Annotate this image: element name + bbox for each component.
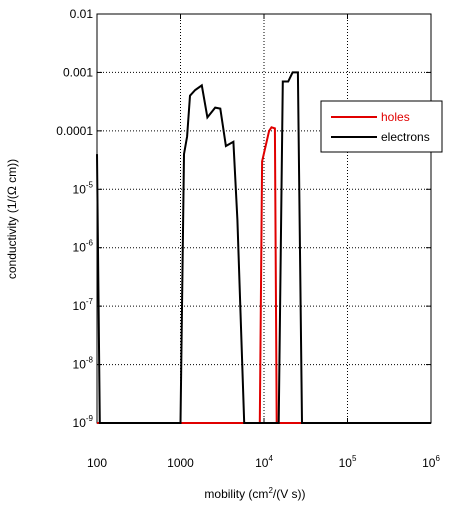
y-tick-label: 0.001: [63, 65, 93, 79]
x-tick-label: 104: [255, 454, 273, 470]
y-tick-label: 0.01: [70, 7, 94, 21]
x-tick-label: 100: [87, 456, 107, 470]
y-tick-label: 10-5: [73, 180, 94, 196]
legend-label-holes: holes: [381, 110, 410, 124]
x-tick-labels: 100 1000 104 105 106: [87, 454, 440, 470]
y-tick-label: 10-9: [73, 414, 94, 430]
grid-lines: [97, 14, 431, 423]
x-tick-label: 105: [339, 454, 357, 470]
x-tick-label: 106: [422, 454, 440, 470]
y-tick-labels: 0.01 0.001 0.0001 10-5 10-6 10-7 10-8 10-9: [56, 7, 93, 430]
legend: holes electrons: [320, 100, 443, 153]
y-tick-label: 10-8: [73, 356, 94, 372]
x-tick-label: 1000: [167, 456, 194, 470]
series-group: [96, 71, 431, 424]
legend-label-electrons: electrons: [381, 130, 430, 144]
series-line-holes: [97, 126, 431, 424]
y-tick-label: 0.0001: [56, 124, 93, 138]
y-tick-label: 10-7: [73, 297, 94, 313]
series-line-electrons: [96, 71, 431, 424]
x-axis-label: mobility (cm2/(V s)): [204, 486, 305, 501]
y-axis-label: conductivity (1/(Ω cm)): [5, 159, 19, 279]
legend-box: [320, 100, 443, 153]
y-tick-label: 10-6: [73, 239, 94, 255]
